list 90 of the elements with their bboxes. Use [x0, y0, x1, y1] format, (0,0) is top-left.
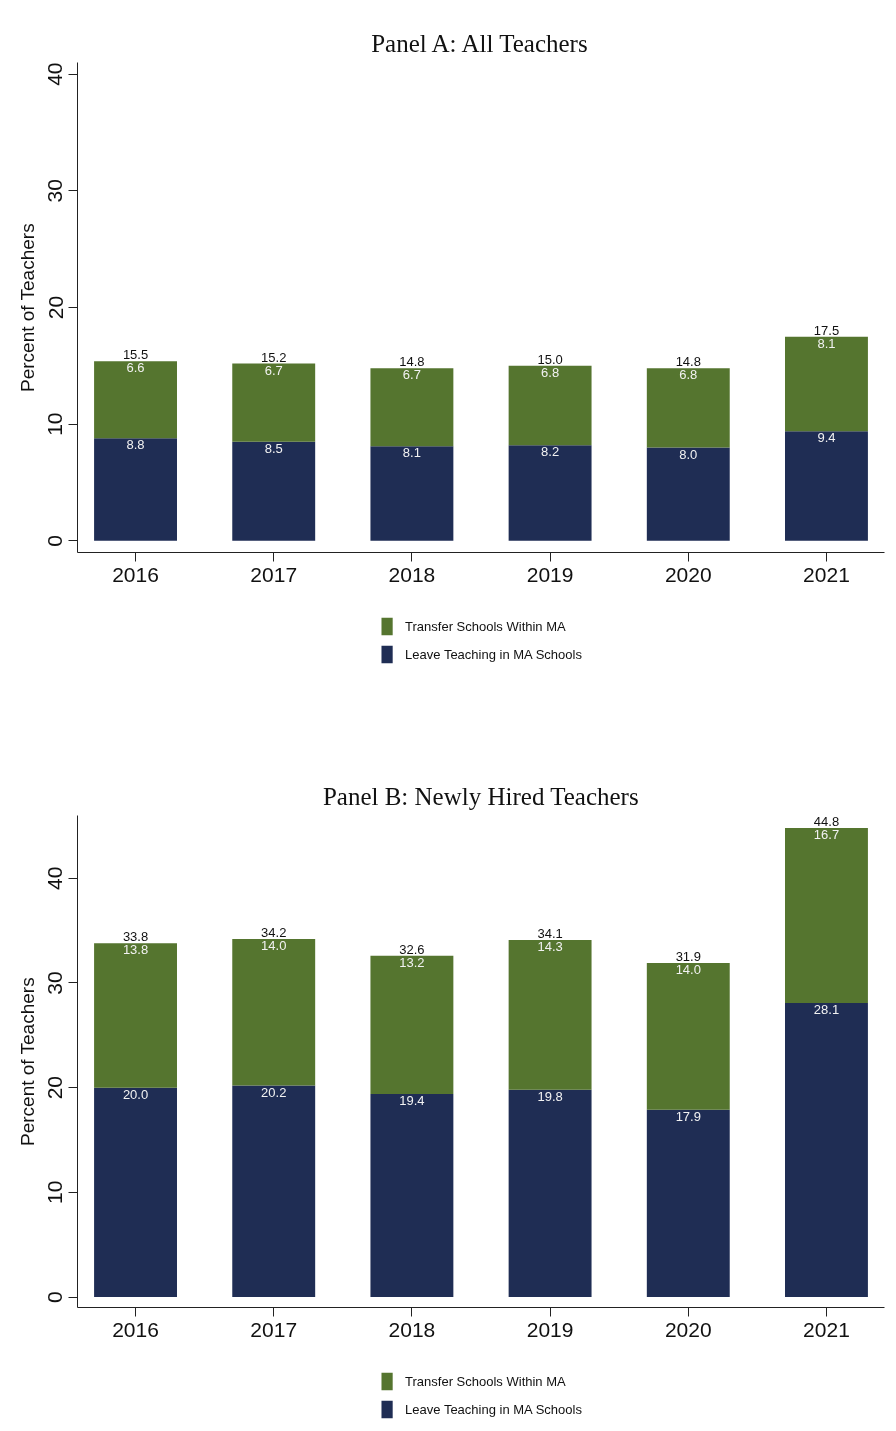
legend-label: Leave Teaching in MA Schools [405, 1401, 582, 1417]
data-label: 14.0 [675, 962, 701, 978]
x-tick-label: 2017 [250, 1317, 298, 1341]
total-label: 15.0 [537, 351, 563, 367]
y-tick-label: 20 [43, 295, 67, 320]
bar [646, 1109, 730, 1298]
total-label: 17.5 [813, 322, 840, 338]
bar [232, 1085, 316, 1298]
chart-title: Panel A: All Teachers [371, 29, 588, 57]
legend-label: Transfer Schools Within MA [405, 1373, 566, 1389]
bar [94, 1087, 177, 1298]
x-tick-label: 2020 [664, 1317, 712, 1341]
bar [370, 446, 454, 541]
bar [785, 431, 868, 541]
x-tick-label: 2018 [388, 562, 436, 586]
bar [94, 361, 177, 439]
data-label: 6.8 [679, 367, 698, 383]
x-tick-label: 2021 [803, 562, 850, 586]
data-label: 14.3 [537, 939, 563, 955]
data-label: 20.2 [261, 1084, 287, 1100]
bar [646, 447, 730, 541]
data-label: 14.0 [261, 938, 287, 954]
y-tick-label: 10 [43, 1180, 67, 1205]
data-label: 13.2 [399, 954, 425, 970]
x-tick-label: 2021 [803, 1317, 850, 1341]
total-label: 31.9 [675, 949, 701, 965]
bar [94, 943, 177, 1088]
bar [785, 828, 868, 1003]
total-label: 33.8 [122, 929, 149, 945]
y-tick-label: 10 [43, 412, 67, 436]
y-tick-label: 30 [43, 179, 67, 203]
bar [232, 441, 316, 541]
y-tick-label: 40 [43, 866, 67, 890]
data-label: 8.1 [817, 335, 836, 351]
bar [785, 1002, 868, 1298]
bar [508, 445, 592, 541]
y-tick-label: 0 [43, 1291, 67, 1303]
x-tick-label: 2017 [250, 562, 298, 586]
data-label: 17.9 [675, 1108, 701, 1124]
data-label: 6.7 [402, 367, 421, 383]
bar [646, 368, 730, 448]
data-label: 8.8 [126, 437, 145, 453]
data-label: 28.1 [813, 1001, 840, 1017]
y-tick-label: 20 [43, 1075, 67, 1100]
bar [508, 940, 592, 1090]
bar [232, 939, 316, 1086]
data-label: 8.5 [264, 440, 283, 456]
total-label: 34.2 [261, 925, 287, 941]
y-tick-label: 30 [43, 971, 67, 995]
bar [370, 1093, 454, 1298]
data-label: 6.6 [126, 360, 145, 376]
legend-label: Leave Teaching in MA Schools [405, 646, 582, 662]
bar [370, 368, 454, 447]
data-label: 19.8 [537, 1088, 563, 1104]
bar [370, 955, 454, 1094]
data-label: 6.8 [541, 364, 560, 380]
total-label: 32.6 [399, 941, 425, 957]
y-axis-title: Percent of Teachers [16, 223, 38, 392]
total-label: 34.1 [537, 926, 563, 942]
total-label: 14.8 [675, 354, 701, 370]
data-label: 13.8 [122, 942, 149, 958]
x-tick-label: 2020 [664, 562, 712, 586]
y-tick-label: 0 [43, 534, 67, 547]
legend-label: Transfer Schools Within MA [405, 618, 566, 634]
bar [508, 365, 592, 446]
total-label: 15.2 [261, 349, 287, 365]
data-label: 20.0 [122, 1086, 149, 1102]
total-label: 15.5 [122, 347, 149, 363]
x-tick-label: 2016 [112, 1317, 159, 1341]
bar [508, 1089, 592, 1298]
x-tick-label: 2018 [388, 1317, 436, 1341]
total-label: 44.8 [813, 814, 840, 830]
data-label: 8.0 [679, 446, 698, 462]
x-tick-label: 2019 [526, 562, 574, 586]
x-tick-label: 2019 [526, 1317, 574, 1341]
bar [785, 336, 868, 432]
data-label: 19.4 [399, 1092, 425, 1108]
y-tick-label: 40 [43, 62, 67, 86]
data-label: 16.7 [813, 827, 840, 843]
data-label: 9.4 [817, 430, 836, 446]
bar [646, 963, 730, 1110]
bar [232, 363, 316, 442]
chart-title: Panel B: Newly Hired Teachers [322, 782, 639, 810]
y-axis-title: Percent of Teachers [16, 977, 38, 1146]
x-tick-label: 2016 [112, 562, 159, 586]
total-label: 14.8 [399, 354, 425, 370]
data-label: 6.7 [264, 362, 283, 378]
data-label: 8.1 [402, 445, 421, 461]
bar [94, 438, 177, 541]
data-label: 8.2 [541, 444, 560, 460]
